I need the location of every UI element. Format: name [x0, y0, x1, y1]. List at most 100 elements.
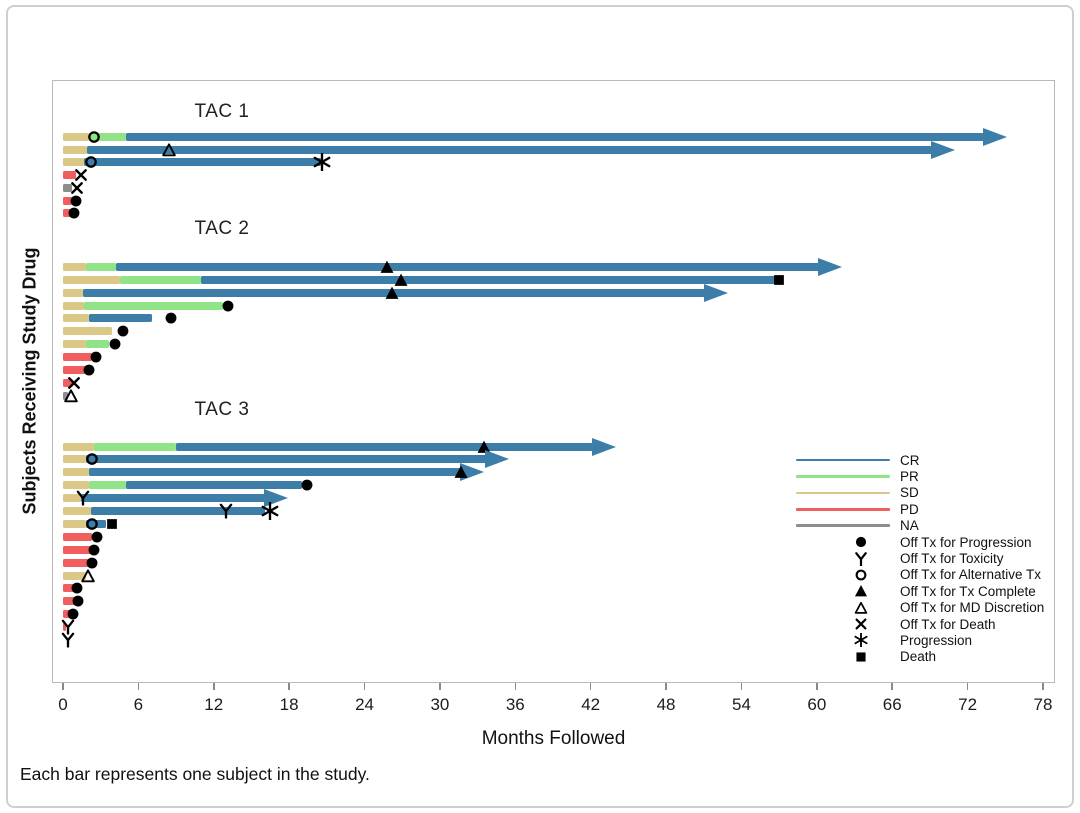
bar-segment-sd [63, 507, 91, 515]
na-color-line [796, 524, 890, 528]
bar-segment-pd [63, 532, 92, 541]
legend-row-off-tx-for-tx-complete: Off Tx for Tx Complete [788, 583, 1060, 599]
group-label-tac-2: TAC 2 [194, 218, 250, 239]
bar-segment-sd [63, 327, 112, 336]
legend-filled-triangle-icon [854, 584, 868, 598]
ongoing-arrow [485, 450, 510, 469]
bar-segment-pd [63, 209, 71, 218]
bar-segment-sd [63, 340, 86, 349]
bar-segment-pd [63, 584, 75, 593]
x-tick [665, 683, 667, 690]
legend-row-death: Death [788, 649, 1060, 665]
bar-segment-cr [125, 133, 984, 141]
marker-filled-circle-icon [299, 478, 314, 493]
bar-segment-sd [63, 288, 84, 297]
bar-segment-pd [63, 365, 87, 374]
bar-segment-sd [63, 263, 86, 271]
y-axis-label: Subjects Receiving Study Drug [19, 247, 40, 515]
bar-segment-pd [63, 545, 91, 554]
bar-segment-pd [63, 610, 71, 619]
bar-segment-sd [63, 519, 86, 528]
legend-marker-swatch [788, 650, 900, 664]
bar-segment-pd [63, 623, 66, 632]
plot-frame [52, 80, 1055, 683]
bar-segment-pr [84, 301, 223, 310]
bar-segment-pr [119, 275, 202, 284]
legend-row-progression: Progression [788, 632, 1060, 648]
marker-y-icon [219, 503, 234, 519]
bar-segment-cr [86, 145, 933, 154]
x-tick [213, 683, 215, 690]
legend-square-icon [854, 650, 868, 664]
bar-segment-cr [89, 468, 462, 477]
legend-row-pd: PD [788, 501, 1060, 517]
x-tick [891, 683, 893, 690]
bar-segment-sd [63, 158, 85, 167]
bar-segment-sd [63, 314, 90, 323]
legend-marker-swatch [788, 551, 900, 566]
x-tick [589, 683, 592, 690]
marker-filled-circle-icon [89, 529, 104, 544]
bar-segment-cr [201, 275, 780, 284]
legend-label: CR [900, 452, 920, 468]
marker-filled-circle-icon [107, 337, 122, 352]
x-tick-label: 12 [204, 695, 224, 714]
legend-label: Progression [900, 632, 973, 648]
marker-square-icon [104, 516, 119, 531]
bar-segment-sd [63, 301, 85, 310]
bar-segment-sd [63, 145, 87, 154]
legend-marker-swatch [788, 568, 900, 582]
bar-segment-cr [176, 442, 594, 451]
bar-segment-pr [85, 340, 110, 349]
legend-row-cr: CR [788, 452, 1060, 468]
marker-x-icon [73, 168, 88, 183]
marker-open-triangle-icon [81, 568, 96, 583]
marker-open-circle-icon [84, 516, 99, 531]
marker-asterisk-icon [261, 501, 279, 521]
marker-filled-circle-icon [220, 298, 235, 313]
ongoing-arrow [982, 128, 1007, 146]
legend-label: Off Tx for Alternative Tx [900, 567, 1042, 583]
bar-segment-pd [63, 171, 76, 180]
ongoing-arrow [591, 437, 616, 456]
x-tick [1042, 683, 1044, 690]
bar-segment-cr [90, 507, 266, 515]
x-tick [966, 683, 969, 690]
legend-label: Off Tx for MD Discretion [900, 600, 1045, 616]
x-tick [137, 683, 140, 690]
marker-open-circle-icon [87, 130, 102, 145]
legend-label: Off Tx for Tx Complete [900, 583, 1036, 599]
legend-line-swatch [788, 491, 900, 495]
marker-filled-circle-icon [116, 324, 131, 339]
legend-label: Off Tx for Toxicity [900, 551, 1004, 567]
marker-filled-triangle-icon [393, 272, 408, 287]
x-tick [514, 683, 517, 690]
legend-line-swatch [788, 508, 900, 511]
bar-segment-cr [89, 314, 153, 323]
bar-segment-pr [89, 133, 126, 141]
legend-label: PR [900, 469, 919, 485]
legend-label: Death [900, 649, 937, 665]
legend-row-sd: SD [788, 485, 1060, 501]
legend-label: NA [900, 518, 919, 534]
bar-segment-na [63, 183, 72, 192]
x-tick-label: 72 [958, 695, 978, 714]
bar-segment-cr [84, 158, 321, 167]
marker-square-icon [772, 272, 787, 287]
marker-filled-circle-icon [164, 311, 179, 326]
bar-segment-pd [63, 558, 90, 567]
marker-filled-triangle-icon [476, 439, 491, 454]
bar-segment-pd [63, 378, 72, 387]
x-tick-label: 30 [430, 695, 450, 714]
bar-segment-cr [80, 494, 266, 503]
marker-asterisk-icon [313, 152, 331, 173]
x-tick [439, 683, 441, 690]
marker-filled-triangle-icon [454, 465, 469, 480]
legend-open-triangle-icon [854, 601, 868, 615]
group-label-tac-3: TAC 3 [194, 399, 250, 420]
legend-open-circle-icon [854, 568, 868, 582]
bar-segment-sd [63, 275, 120, 284]
marker-x-icon [67, 375, 82, 390]
legend: CR PR SD PD NA Off Tx for Progression Off Tx f… [788, 452, 1060, 665]
